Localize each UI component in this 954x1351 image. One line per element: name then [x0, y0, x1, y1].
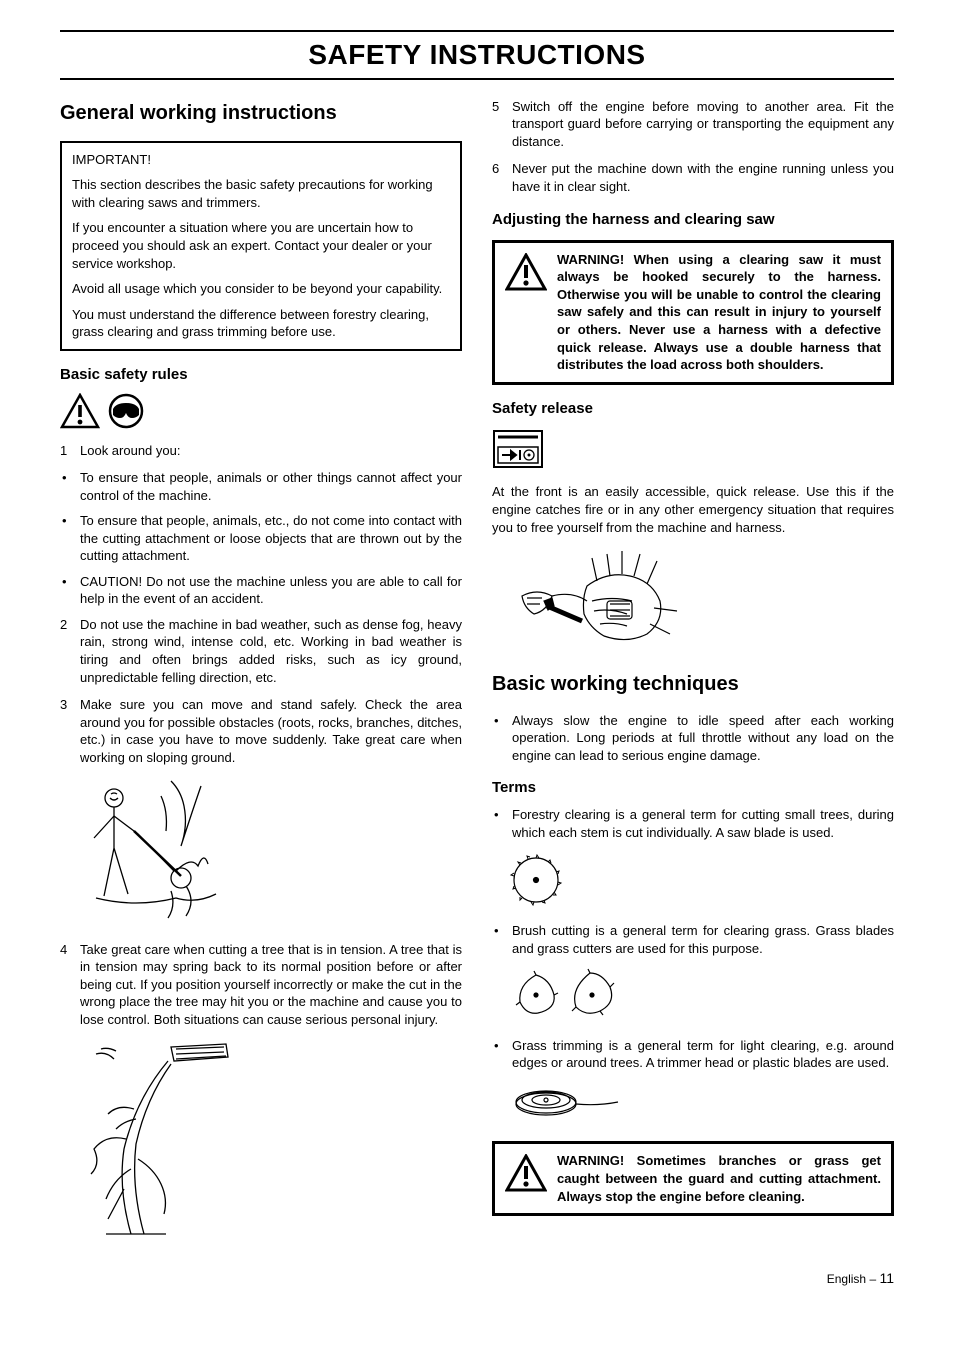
left-column: General working instructions IMPORTANT! … — [60, 98, 462, 1253]
adjust-harness-heading: Adjusting the harness and clearing saw — [492, 210, 894, 230]
terms-list-3: Grass trimming is a general term for lig… — [492, 1037, 894, 1072]
safety-icon-row — [60, 393, 462, 434]
basic-rules-heading: Basic safety rules — [60, 365, 462, 385]
right-column: 5 Switch off the engine before moving to… — [492, 98, 894, 1253]
quick-release-icon — [492, 429, 894, 474]
numbered-list-left-cont: 2 Do not use the machine in bad weather,… — [60, 616, 462, 766]
trimmer-head-figure — [508, 1082, 894, 1132]
page-footer: English – 11 — [60, 1269, 894, 1288]
safety-release-heading: Safety release — [492, 399, 894, 419]
important-p1: This section describes the basic safety … — [72, 176, 450, 211]
term-trimming: Grass trimming is a general term for lig… — [512, 1037, 894, 1072]
basic-techniques-heading: Basic working techniques — [492, 671, 894, 698]
sub-bullets-1: To ensure that people, animals or other … — [60, 469, 462, 608]
tech-bullet-1: Always slow the engine to idle speed aft… — [512, 712, 894, 765]
list-num-5: 5 — [492, 98, 512, 151]
list-text-4: Take great care when cutting a tree that… — [80, 942, 462, 1027]
bullet-1a: To ensure that people, animals or other … — [80, 469, 462, 504]
list-num-1: 1 — [60, 442, 80, 460]
list-text-6: Never put the machine down with the engi… — [512, 161, 894, 194]
general-instructions-heading: General working instructions — [60, 100, 462, 127]
list-text-5: Switch off the engine before moving to a… — [512, 99, 894, 149]
grass-blades-figure — [508, 967, 894, 1027]
list-text-1: Look around you: — [80, 443, 180, 458]
numbered-list-left-4: 4 Take great care when cutting a tree th… — [60, 941, 462, 1029]
important-p3: Avoid all usage which you consider to be… — [72, 280, 450, 298]
list-text-3: Make sure you can move and stand safely.… — [80, 697, 462, 765]
bullet-1b: To ensure that people, animals, etc., do… — [80, 512, 462, 565]
footer-language: English — [827, 1272, 866, 1286]
terms-heading: Terms — [492, 778, 894, 798]
list-num-3: 3 — [60, 696, 80, 766]
worker-figure — [76, 776, 462, 931]
tension-tree-figure — [76, 1039, 462, 1244]
warning-triangle-icon — [505, 251, 547, 296]
important-title: IMPORTANT! — [72, 151, 450, 169]
techniques-bullets: Always slow the engine to idle speed aft… — [492, 712, 894, 765]
safety-release-text: At the front is an easily accessible, qu… — [492, 483, 894, 536]
warning-triangle-icon — [505, 1152, 547, 1197]
warning-text-cleaning: WARNING! Sometimes branches or grass get… — [557, 1152, 881, 1205]
list-num-6: 6 — [492, 160, 512, 195]
warning-box-harness: WARNING! When using a clearing saw it mu… — [492, 240, 894, 385]
list-text-2: Do not use the machine in bad weather, s… — [80, 617, 462, 685]
important-p2: If you encounter a situation where you a… — [72, 219, 450, 272]
saw-blade-figure — [508, 852, 894, 913]
important-box: IMPORTANT! This section describes the ba… — [60, 141, 462, 351]
numbered-list-right: 5 Switch off the engine before moving to… — [492, 98, 894, 196]
footer-page-number: 11 — [879, 1270, 894, 1286]
numbered-list-left: 1 Look around you: — [60, 442, 462, 460]
terms-list-2: Brush cutting is a general term for clea… — [492, 922, 894, 957]
terms-list: Forestry clearing is a general term for … — [492, 806, 894, 841]
page-title: SAFETY INSTRUCTIONS — [60, 30, 894, 80]
term-brush: Brush cutting is a general term for clea… — [512, 922, 894, 957]
footer-sep: – — [866, 1272, 879, 1286]
bullet-1c: CAUTION! Do not use the machine unless y… — [80, 573, 462, 608]
term-forestry: Forestry clearing is a general term for … — [512, 806, 894, 841]
warning-triangle-icon — [60, 393, 100, 434]
content-columns: General working instructions IMPORTANT! … — [60, 98, 894, 1253]
warning-box-cleaning: WARNING! Sometimes branches or grass get… — [492, 1141, 894, 1216]
goggles-icon — [106, 393, 146, 434]
important-p4: You must understand the difference betwe… — [72, 306, 450, 341]
warning-text-harness: WARNING! When using a clearing saw it mu… — [557, 251, 881, 374]
list-num-2: 2 — [60, 616, 80, 686]
list-num-4: 4 — [60, 941, 80, 1029]
harness-release-figure — [492, 546, 894, 661]
